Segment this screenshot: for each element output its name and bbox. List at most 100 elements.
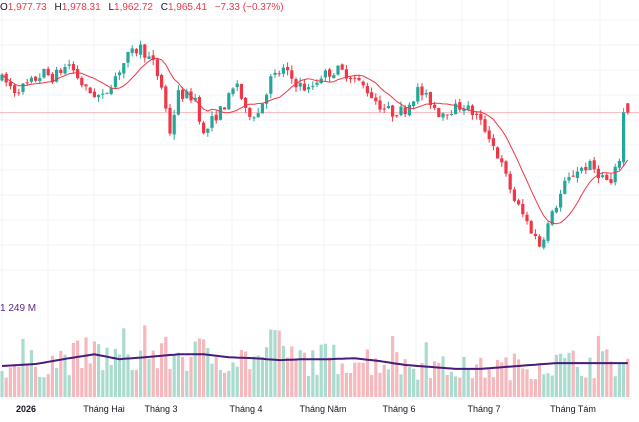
volume-bar bbox=[353, 362, 357, 397]
volume-bar bbox=[210, 363, 214, 397]
candle-body bbox=[361, 81, 365, 86]
volume-bar bbox=[298, 350, 302, 397]
volume-bar bbox=[311, 350, 315, 397]
volume-value: 249 M bbox=[8, 303, 37, 314]
candle-body bbox=[542, 239, 546, 248]
volume-bar bbox=[588, 357, 592, 397]
volume-bar bbox=[420, 362, 424, 397]
candle-body bbox=[134, 49, 138, 54]
candle-body bbox=[126, 51, 130, 63]
volume-bar bbox=[470, 378, 474, 397]
volume-bar bbox=[160, 343, 164, 397]
volume-bar bbox=[130, 370, 134, 397]
volume-bar bbox=[214, 357, 218, 397]
volume-bar bbox=[265, 347, 269, 397]
volume-bar bbox=[336, 374, 340, 397]
volume-bar bbox=[239, 350, 243, 397]
candle-body bbox=[382, 108, 386, 110]
candle-body bbox=[122, 63, 126, 74]
volume-bar bbox=[206, 347, 210, 397]
volume-bar bbox=[0, 371, 4, 397]
volume-bar bbox=[101, 370, 105, 397]
time-axis-label: 2026 bbox=[16, 404, 36, 414]
volume-bar bbox=[571, 350, 575, 397]
volume-bar bbox=[168, 369, 172, 397]
volume-bar bbox=[231, 362, 235, 397]
volume-bar bbox=[361, 362, 365, 397]
volume-bar bbox=[525, 369, 529, 397]
volume-bar bbox=[508, 380, 512, 397]
volume-bar bbox=[88, 363, 92, 397]
candle-body bbox=[155, 59, 159, 77]
candle-layer bbox=[0, 40, 630, 250]
candle-body bbox=[277, 73, 281, 75]
candle-body bbox=[206, 128, 210, 133]
candle-body bbox=[613, 166, 617, 183]
volume-bar bbox=[550, 375, 554, 397]
candle-body bbox=[580, 167, 584, 171]
volume-bar bbox=[538, 364, 542, 397]
candle-body bbox=[109, 88, 113, 94]
candle-body bbox=[105, 92, 109, 94]
candle-body bbox=[491, 138, 495, 146]
volume-bar bbox=[105, 347, 109, 397]
volume-legend: 1 249 M bbox=[0, 303, 36, 315]
candle-body bbox=[21, 83, 25, 93]
volume-bar bbox=[496, 359, 500, 397]
volume-bar bbox=[155, 368, 159, 397]
candle-body bbox=[596, 168, 600, 179]
volume-bar bbox=[491, 377, 495, 397]
candle-body bbox=[391, 105, 395, 117]
volume-bar bbox=[441, 356, 445, 397]
candle-body bbox=[25, 82, 29, 84]
open-key: O bbox=[0, 2, 8, 13]
volume-bar bbox=[613, 376, 617, 397]
volume-bar bbox=[479, 357, 483, 397]
candle-body bbox=[218, 106, 222, 120]
candle-body bbox=[336, 65, 340, 75]
candle-body bbox=[424, 92, 428, 95]
volume-bar bbox=[189, 356, 193, 397]
candle-body bbox=[202, 122, 206, 134]
volume-bar bbox=[403, 359, 407, 397]
price-ma-layer bbox=[1, 57, 629, 225]
candle-body bbox=[575, 171, 579, 178]
volume-bar bbox=[323, 343, 327, 397]
time-axis-label: Tháng 6 bbox=[382, 404, 415, 414]
candle-body bbox=[605, 174, 609, 181]
price-ma-line bbox=[1, 57, 629, 225]
volume-bar bbox=[365, 349, 369, 397]
volume-bar bbox=[445, 374, 449, 397]
time-axis-label: Tháng 7 bbox=[467, 404, 500, 414]
candle-body bbox=[273, 72, 277, 75]
candle-body bbox=[626, 103, 630, 113]
volume-bar bbox=[487, 369, 491, 397]
candle-body bbox=[563, 180, 567, 194]
candle-body bbox=[130, 48, 134, 53]
volume-bar bbox=[218, 370, 222, 397]
volume-bar bbox=[46, 374, 50, 397]
volume-bar bbox=[328, 357, 332, 397]
volume-bar bbox=[454, 376, 458, 397]
candle-body bbox=[118, 72, 122, 76]
volume-bar bbox=[193, 341, 197, 397]
candle-body bbox=[601, 175, 605, 178]
candle-body bbox=[244, 97, 248, 108]
volume-bar bbox=[302, 352, 306, 397]
candle-body bbox=[441, 113, 445, 118]
volume-bar bbox=[63, 354, 67, 397]
candle-body bbox=[445, 114, 449, 116]
candle-body bbox=[59, 69, 63, 74]
volume-bar bbox=[504, 357, 508, 397]
volume-bar bbox=[197, 338, 201, 397]
volume-bar bbox=[580, 375, 584, 397]
volume-bar bbox=[500, 362, 504, 397]
candle-body bbox=[525, 214, 529, 222]
candle-body bbox=[223, 107, 227, 110]
volume-bar bbox=[176, 352, 180, 397]
volume-bar bbox=[286, 357, 290, 397]
volume-bar bbox=[575, 366, 579, 397]
candle-body bbox=[449, 113, 453, 115]
candle-body bbox=[97, 95, 101, 98]
